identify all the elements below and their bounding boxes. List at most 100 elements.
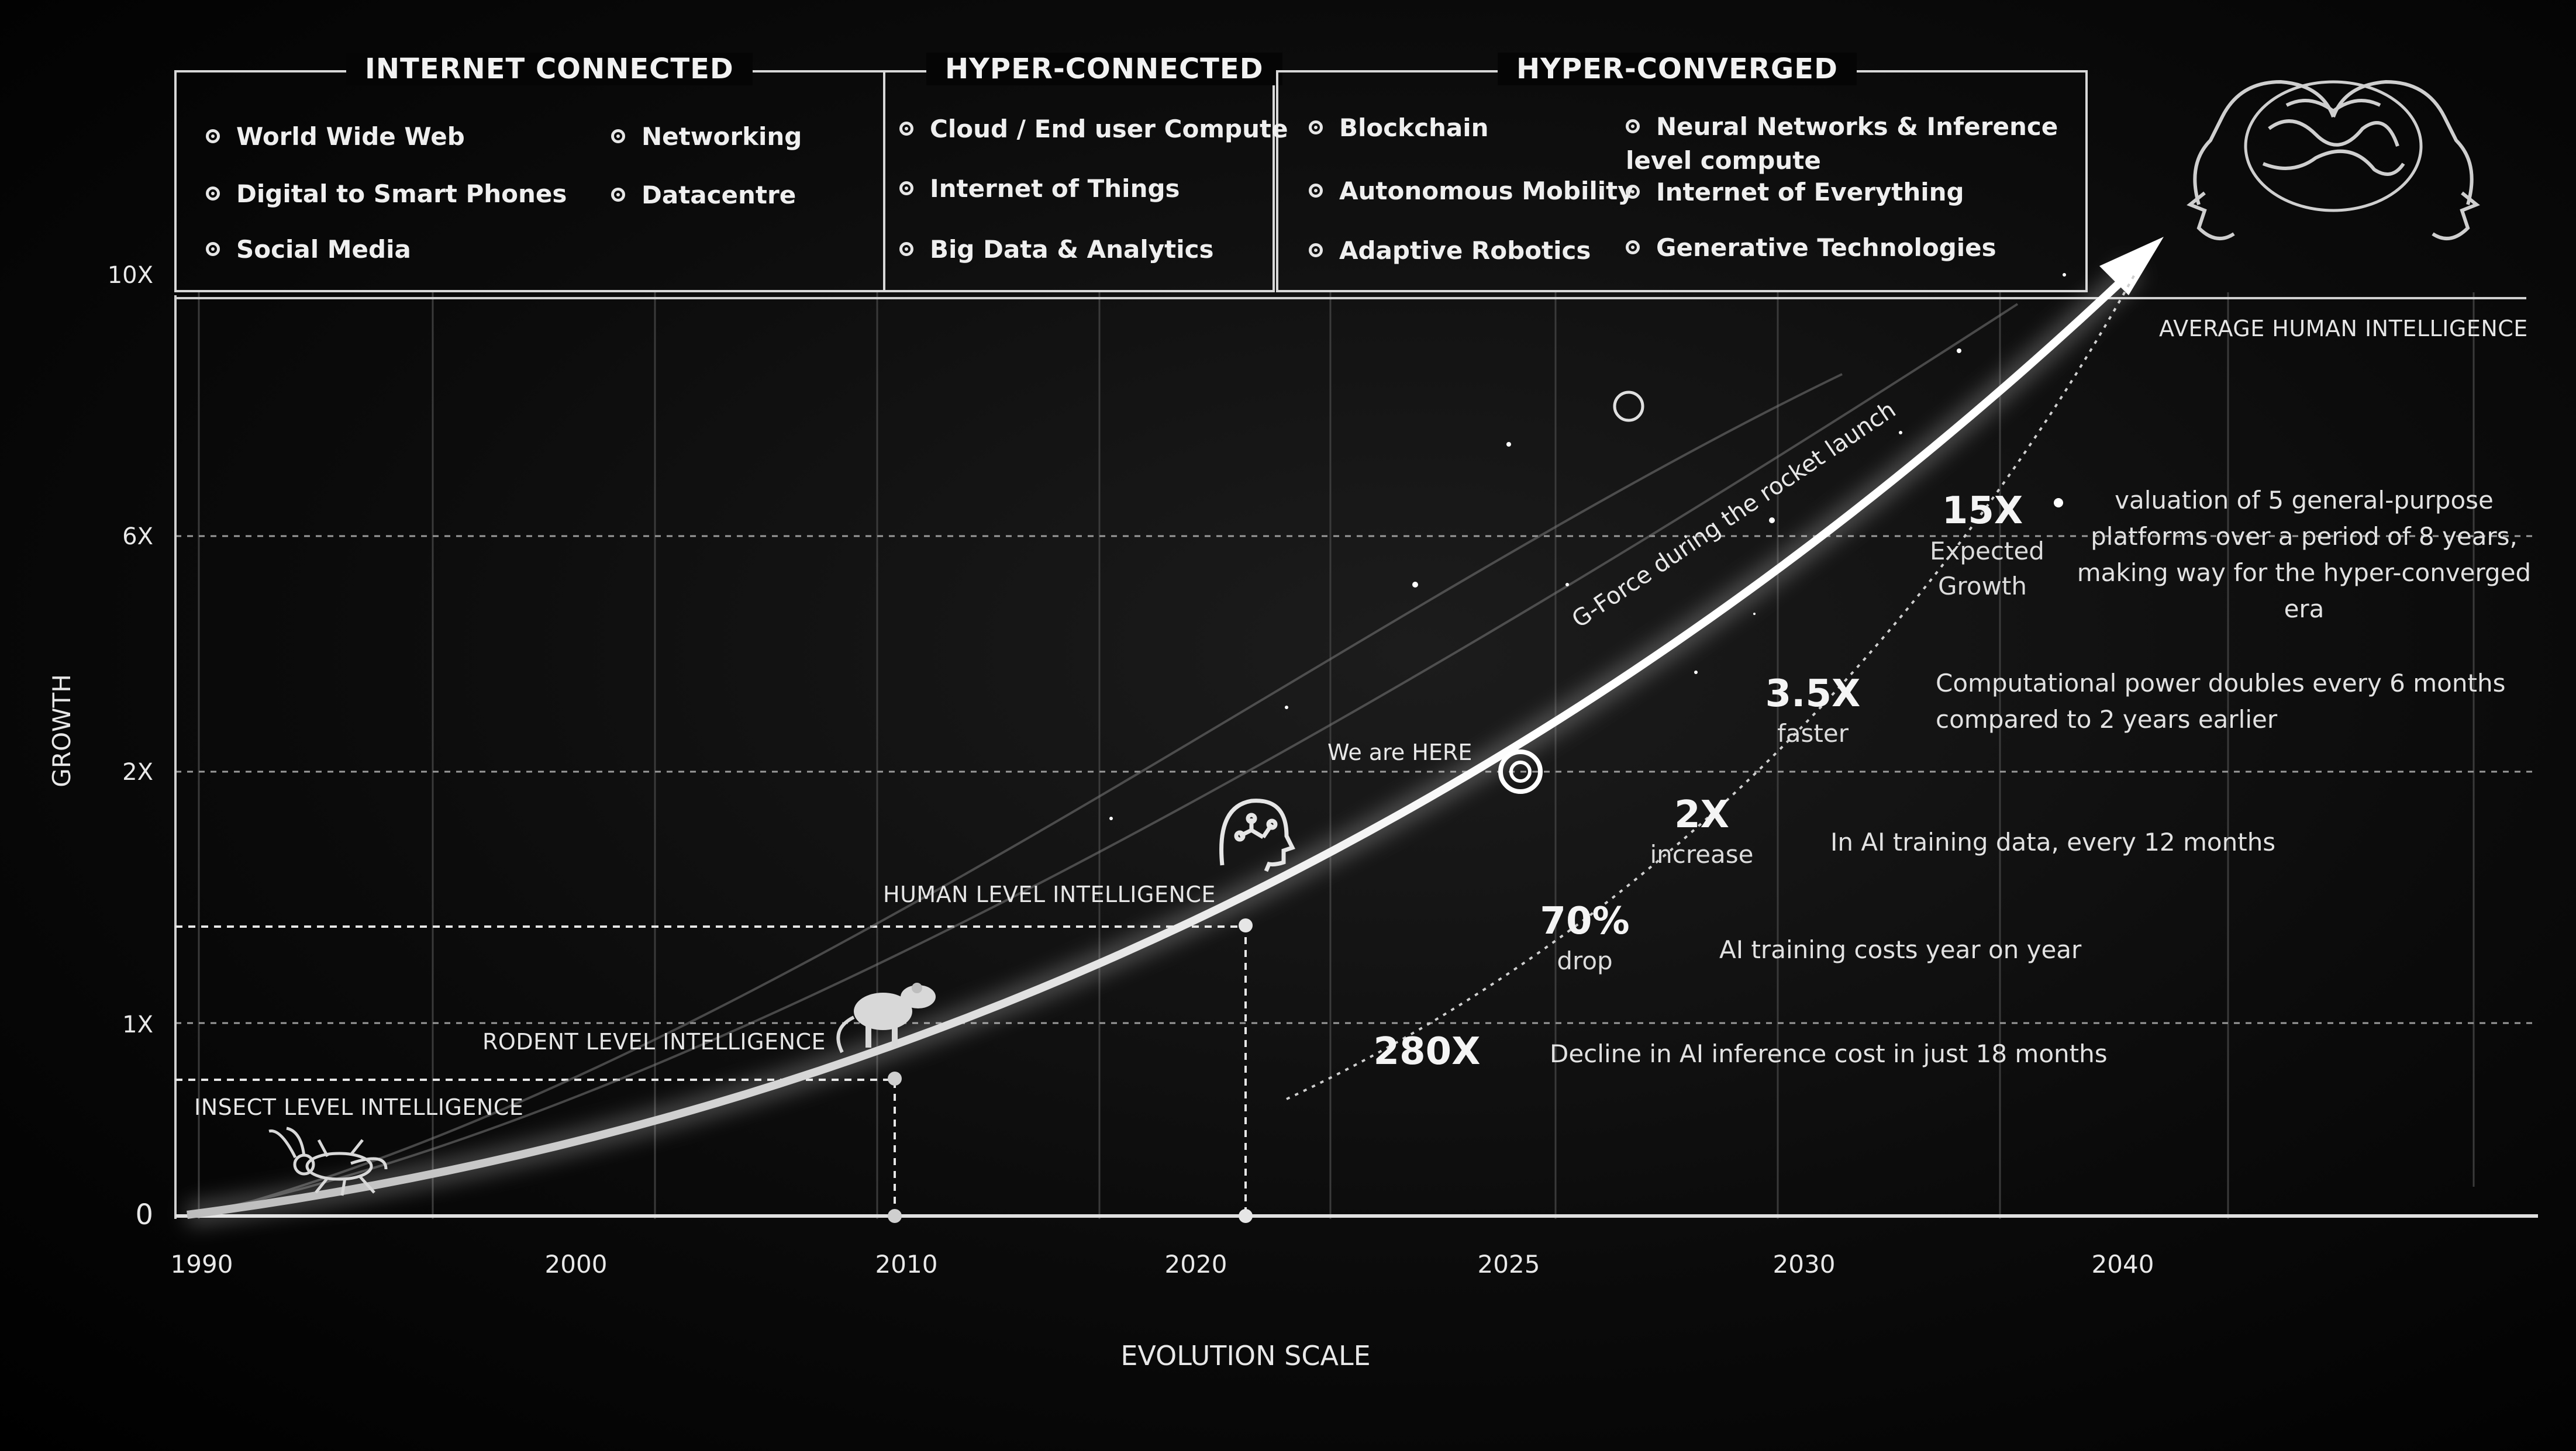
x-axis-title: EVOLUTION SCALE xyxy=(1120,1340,1370,1371)
era-item: Autonomous Mobility xyxy=(1309,174,1634,208)
x-tick-label: 2040 xyxy=(2092,1250,2154,1279)
y-tick-label: 6X xyxy=(122,523,153,550)
we-are-here-label: We are HERE xyxy=(1327,740,1472,765)
metric-value: 70% xyxy=(1540,900,1630,943)
x-tick-label: 2030 xyxy=(1773,1250,1836,1279)
bullet-icon xyxy=(1626,119,1640,133)
bullet-icon xyxy=(899,241,913,256)
era-item: Social Media xyxy=(206,233,411,267)
human-axis-point xyxy=(1239,1209,1253,1223)
era-item: Generative Technologies xyxy=(1626,231,1996,265)
human-level-point xyxy=(1239,918,1253,932)
era-item: Big Data & Analytics xyxy=(899,233,1213,267)
era-item: Internet of Everything xyxy=(1626,175,1964,209)
metric-value: 15X xyxy=(1942,489,2023,533)
metric-280x: 280X xyxy=(1339,1029,1515,1075)
human-level-label: HUMAN LEVEL INTELLIGENCE xyxy=(883,882,1216,907)
era-item-label: Internet of Things xyxy=(930,174,1180,203)
era-item: Neural Networks & Inference level comput… xyxy=(1626,110,2070,178)
era-item: Cloud / End user Compute xyxy=(899,112,1288,146)
metric-15x: 15X Expected Growth xyxy=(1895,488,2070,604)
brain-faces-icon xyxy=(2187,80,2480,240)
era-item-label: Autonomous Mobility xyxy=(1339,177,1634,205)
era-item-label: Big Data & Analytics xyxy=(930,235,1214,264)
era-hyper-connected: HYPER-CONNECTED xyxy=(883,53,1282,292)
metric-70-percent-description: AI training costs year on year xyxy=(1719,935,2082,964)
era-item: Blockchain xyxy=(1309,111,1489,145)
stars xyxy=(1109,273,2066,820)
x-tick-label: 2025 xyxy=(1478,1250,1540,1279)
insect-icon xyxy=(268,1127,388,1196)
y-tick-labels: 0 1X 2X 6X 10X xyxy=(108,262,153,1231)
vertical-grid xyxy=(198,292,2475,1219)
x-tick-label: 2010 xyxy=(875,1250,938,1279)
bullet-icon xyxy=(899,181,913,195)
metric-70-percent: 70% drop xyxy=(1503,899,1667,978)
metric-15x-description: valuation of 5 general-purpose platforms… xyxy=(2077,486,2532,623)
era-item-label: Cloud / End user Compute xyxy=(930,115,1288,143)
era-item-label: Generative Technologies xyxy=(1656,233,1996,262)
era-item-label: Social Media xyxy=(236,235,411,264)
metric-280x-description: Decline in AI inference cost in just 18 … xyxy=(1550,1039,2108,1068)
secondary-curves xyxy=(198,303,2019,1214)
era-item: Networking xyxy=(611,120,802,154)
we-are-here-inner xyxy=(1509,761,1532,783)
x-tick-label: 2020 xyxy=(1165,1250,1227,1279)
metric-caption: drop xyxy=(1557,946,1613,975)
era-item-label: Adaptive Robotics xyxy=(1339,236,1591,265)
main-growth-curve xyxy=(187,265,2137,1219)
average-human-label: AVERAGE HUMAN INTELLIGENCE xyxy=(2159,316,2528,341)
era-item-label: Blockchain xyxy=(1339,113,1489,142)
era-title: HYPER-CONNECTED xyxy=(926,53,1282,85)
metric-2x: 2X increase xyxy=(1620,792,1784,872)
era-item: Datacentre xyxy=(611,178,796,212)
bullet-icon xyxy=(1309,243,1323,257)
metrics-dotted-curve xyxy=(1286,274,2136,1100)
metric-caption: Expected Growth xyxy=(1930,537,2044,600)
era-item-label: Datacentre xyxy=(642,181,796,209)
x-tick-label: 1990 xyxy=(171,1250,233,1279)
metric-value: 3.5X xyxy=(1765,672,1861,716)
era-item: Digital to Smart Phones xyxy=(206,177,567,211)
era-item-label: Digital to Smart Phones xyxy=(236,179,567,208)
metric-caption: increase xyxy=(1650,840,1754,869)
era-hyper-converged: HYPER-CONVERGED xyxy=(1276,53,2088,292)
bullet-icon xyxy=(206,186,220,201)
metric-3-5x: 3.5X faster xyxy=(1731,671,1895,751)
rodent-level-label: RODENT LEVEL INTELLIGENCE xyxy=(482,1029,826,1055)
era-item-label: Internet of Everything xyxy=(1656,178,1964,206)
metric-2x-description: In AI training data, every 12 months xyxy=(1830,828,2276,856)
bullet-icon xyxy=(206,129,220,143)
bullet-icon xyxy=(1626,240,1640,254)
metric-value: 280X xyxy=(1373,1030,1481,1073)
metric-3-5x-description: Computational power doubles every 6 mont… xyxy=(1936,669,2506,734)
insect-level-label: INSECT LEVEL INTELLIGENCE xyxy=(194,1094,524,1120)
human-head-brain-icon xyxy=(1219,799,1295,872)
era-item-label: World Wide Web xyxy=(236,122,465,151)
era-item-label: Networking xyxy=(642,122,802,151)
era-item: World Wide Web xyxy=(206,120,465,154)
metric-caption: faster xyxy=(1777,719,1849,748)
rodent-icon xyxy=(836,983,936,1053)
metric-value: 2X xyxy=(1674,793,1729,837)
era-item: Internet of Things xyxy=(899,172,1180,206)
rodent-level-point xyxy=(888,1072,902,1086)
bullet-icon xyxy=(1309,120,1323,134)
x-tick-label: 2000 xyxy=(545,1250,608,1279)
era-item: Adaptive Robotics xyxy=(1309,234,1591,268)
bullet-icon xyxy=(611,187,625,202)
y-tick-label: 2X xyxy=(122,759,153,786)
x-tick-labels: 1990 2000 2010 2020 2025 2030 2040 xyxy=(171,1250,2154,1279)
y-tick-label: 1X xyxy=(122,1011,153,1038)
rodent-axis-point xyxy=(888,1209,902,1223)
bullet-icon xyxy=(611,129,625,143)
we-are-here-marker xyxy=(1498,749,1543,794)
era-item-label: Neural Networks & Inference level comput… xyxy=(1626,112,2058,175)
bullet-icon xyxy=(1626,184,1640,199)
decorative-ring xyxy=(1613,391,1644,422)
era-title: HYPER-CONVERGED xyxy=(1498,53,1857,85)
bullet-icon xyxy=(899,121,913,136)
